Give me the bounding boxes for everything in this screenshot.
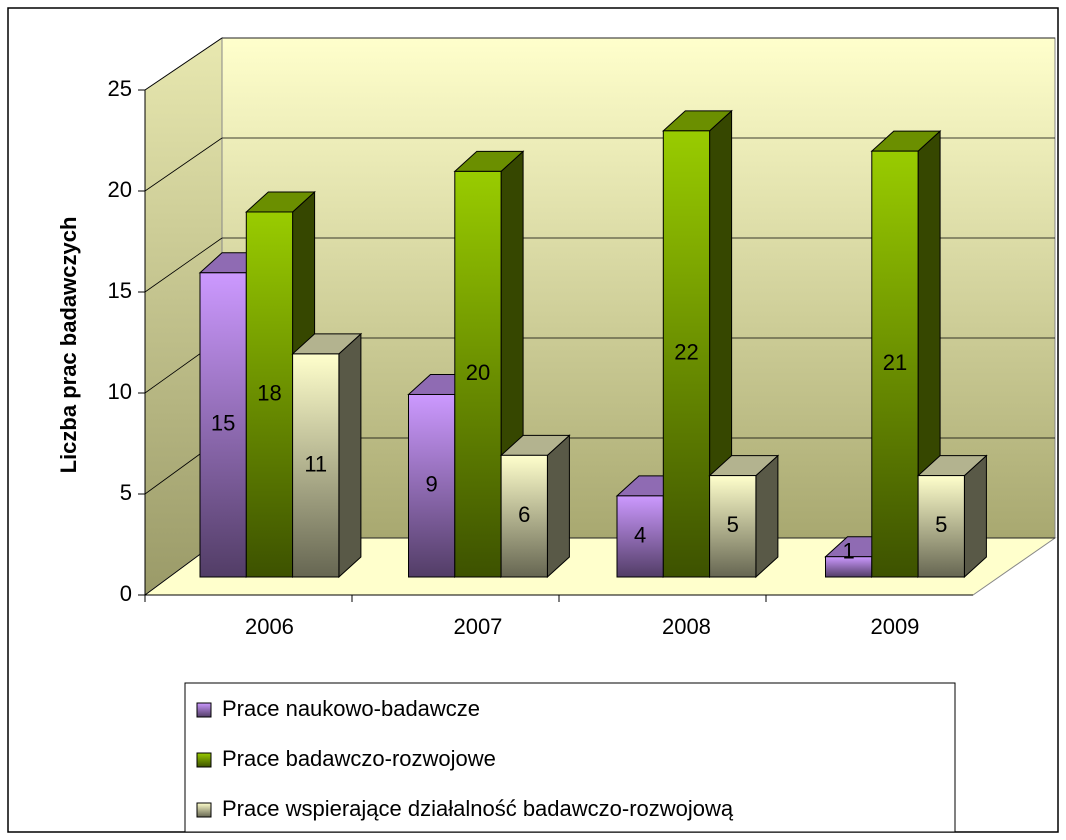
legend-swatch (196, 702, 212, 718)
x-tick-label: 2008 (662, 614, 711, 639)
data-label: 22 (674, 340, 698, 365)
grid-line (144, 237, 223, 293)
data-label: 5 (935, 512, 947, 537)
bar (408, 393, 456, 578)
y-tick-label: 25 (108, 76, 132, 101)
bar (454, 170, 502, 578)
data-label: 1 (843, 539, 855, 564)
y-tick-label: 20 (108, 177, 132, 202)
data-label: 5 (727, 512, 739, 537)
bars: 15 18 11 9 20 6 4 22 5 1 21 5 (198, 109, 988, 579)
data-label: 4 (634, 522, 646, 547)
legend-swatch (196, 752, 212, 768)
y-tick-label: 15 (108, 278, 132, 303)
x-tick-label: 2007 (453, 614, 502, 639)
legend-swatch (196, 802, 212, 818)
legend-label: Prace badawczo-rozwojowe (222, 746, 496, 771)
grid-line (144, 137, 223, 192)
data-label: 21 (883, 350, 907, 375)
bar (500, 454, 548, 578)
bar-side (755, 454, 779, 579)
data-label: 11 (304, 451, 327, 476)
bar-side (546, 434, 570, 579)
x-tick-label: 2006 (245, 614, 294, 639)
data-label: 18 (257, 380, 281, 405)
bar (616, 495, 664, 578)
x-tick-label: 2009 (870, 614, 919, 639)
data-label: 6 (518, 502, 530, 527)
bar (662, 130, 711, 578)
y-tick-label: 5 (120, 480, 132, 505)
bar (292, 353, 340, 578)
bar-side (338, 332, 362, 579)
grid-line (144, 37, 223, 91)
data-label: 20 (466, 360, 490, 385)
bar (709, 475, 757, 578)
bar (917, 475, 965, 578)
bar-side (963, 454, 987, 579)
legend-label: Prace naukowo-badawcze (222, 696, 480, 721)
data-label: 15 (211, 411, 235, 436)
data-label: 9 (426, 472, 438, 497)
bar (245, 211, 294, 578)
y-axis-title: Liczba prac badawczych (56, 217, 81, 474)
bar (871, 150, 919, 578)
legend-entries: Prace naukowo-badawcze Prace badawczo-roz… (196, 696, 734, 821)
bar (199, 272, 247, 578)
legend-label: Prace wspierające działalność badawczo-r… (222, 796, 734, 821)
y-tick-label: 10 (108, 379, 132, 404)
y-tick-label: 0 (120, 581, 132, 606)
legend (184, 682, 956, 833)
